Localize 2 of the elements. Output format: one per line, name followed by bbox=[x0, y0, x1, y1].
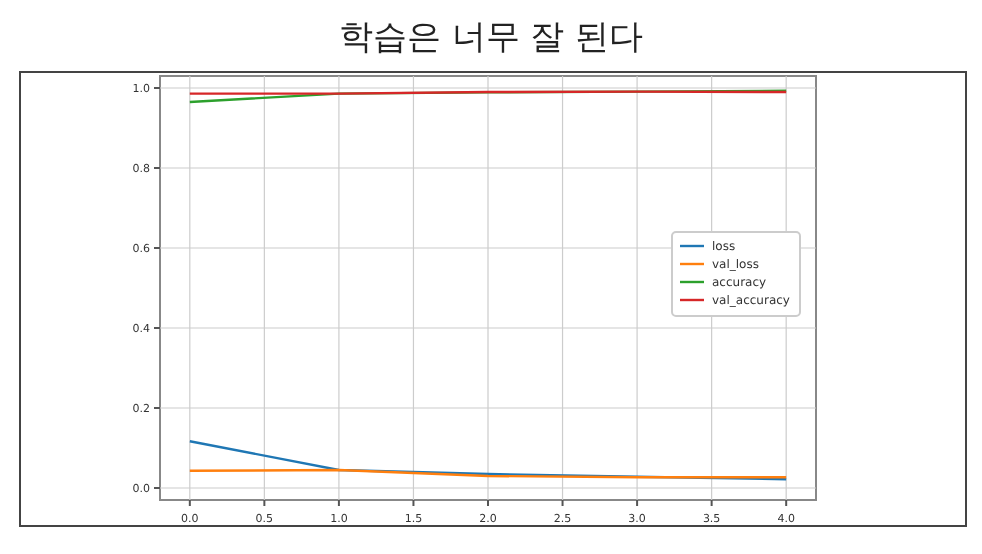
chart-title: 학습은 너무 잘 된다 bbox=[338, 18, 644, 58]
line-series bbox=[188, 440, 788, 481]
